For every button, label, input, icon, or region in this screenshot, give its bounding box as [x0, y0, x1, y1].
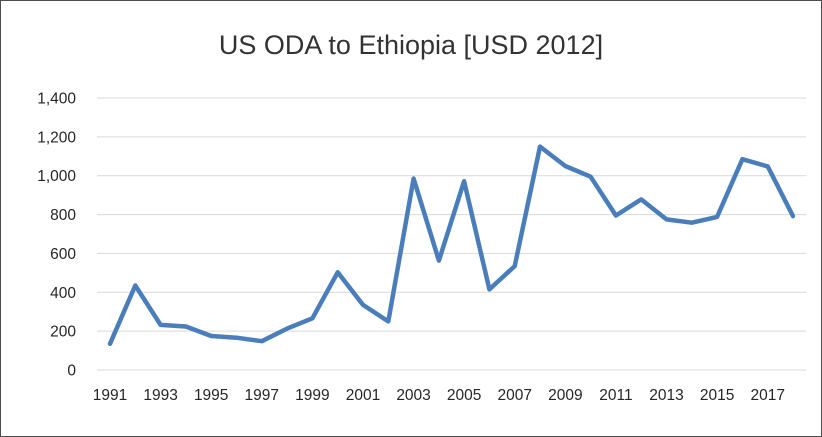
x-tick-label: 2009	[548, 387, 582, 404]
x-tick-label: 2005	[447, 387, 481, 404]
y-axis-tick-labels: 0 200 400 600 800 1,000 1,200 1,400	[37, 91, 76, 380]
x-tick-label: 2017	[750, 387, 784, 404]
y-tick-label: 600	[50, 246, 76, 263]
x-tick-label: 2007	[497, 387, 531, 404]
y-tick-label: 800	[50, 207, 76, 224]
series-group	[107, 144, 796, 347]
x-axis-tick-labels: 1991 1993 1995 1997 1999 2001 2003 2005 2007 2009…	[93, 387, 785, 404]
y-tick-label: 400	[50, 285, 76, 302]
x-tick-label: 2013	[649, 387, 683, 404]
chart-title: US ODA to Ethiopia [USD 2012]	[218, 30, 604, 60]
x-tick-label: 2003	[396, 387, 430, 404]
y-tick-label: 1,400	[37, 91, 76, 108]
x-tick-label: 2015	[700, 387, 734, 404]
series-line	[107, 144, 796, 347]
x-tick-label: 1995	[194, 387, 228, 404]
x-tick-label: 2011	[599, 387, 632, 404]
y-tick-label: 200	[50, 324, 76, 341]
x-tick-label: 1999	[295, 387, 329, 404]
y-tick-label: 0	[67, 363, 76, 380]
x-tick-label: 1993	[143, 387, 177, 404]
gridlines	[97, 97, 806, 371]
x-tick-label: 1997	[245, 387, 279, 404]
y-tick-label: 1,200	[37, 129, 76, 146]
x-tick-label: 1991	[93, 387, 127, 404]
x-tick-label: 2001	[346, 387, 380, 404]
y-tick-label: 1,000	[37, 168, 76, 185]
